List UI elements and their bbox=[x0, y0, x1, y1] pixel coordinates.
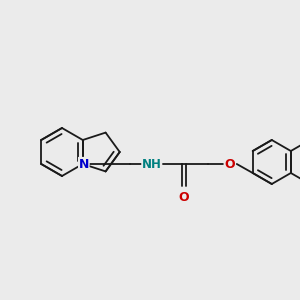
Text: O: O bbox=[224, 158, 235, 170]
Text: O: O bbox=[178, 191, 189, 204]
Text: N: N bbox=[79, 158, 89, 170]
Text: NH: NH bbox=[142, 158, 162, 170]
